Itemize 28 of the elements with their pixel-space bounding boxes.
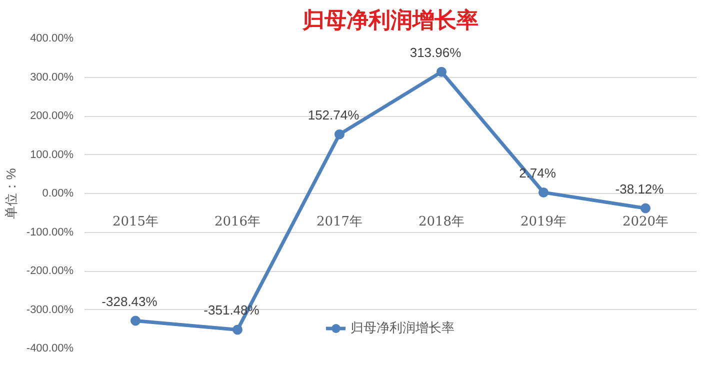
x-tick-label: 2017年: [316, 214, 363, 230]
point: [334, 129, 344, 140]
legend-label: 归母净利润增长率: [350, 319, 454, 337]
data-label: -38.12%: [615, 181, 664, 196]
y-tick-label: -400.00%: [26, 342, 74, 354]
y-tick-label: 100.00%: [30, 148, 74, 161]
point: [436, 66, 446, 77]
chart-title: 归母净利润增长率: [302, 8, 478, 34]
y-tick-label: 400.00%: [30, 32, 74, 44]
y-tick-label: -100.00%: [26, 226, 74, 238]
x-tick-label: 2015年: [112, 214, 159, 230]
y-tick-label: 200.00%: [30, 110, 74, 122]
y-axis-title: 单位：%: [3, 168, 18, 219]
x-tick-label: 2019年: [520, 214, 567, 230]
point: [232, 324, 242, 335]
y-tick-label: 300.00%: [30, 71, 74, 84]
x-tick-label: 2016年: [214, 214, 261, 230]
y-tick-label: -200.00%: [26, 265, 74, 277]
x-tick-label: 2018年: [418, 214, 465, 230]
data-label: 313.96%: [410, 44, 462, 60]
data-label: 152.74%: [308, 107, 360, 122]
data-label: -328.43%: [102, 294, 158, 309]
point: [538, 187, 548, 198]
y-tick-label: 0.00%: [42, 188, 74, 200]
x-tick-label: 2020年: [622, 214, 669, 230]
y-tick-label: -300.00%: [26, 304, 74, 316]
point: [130, 316, 140, 326]
point: [640, 203, 650, 214]
